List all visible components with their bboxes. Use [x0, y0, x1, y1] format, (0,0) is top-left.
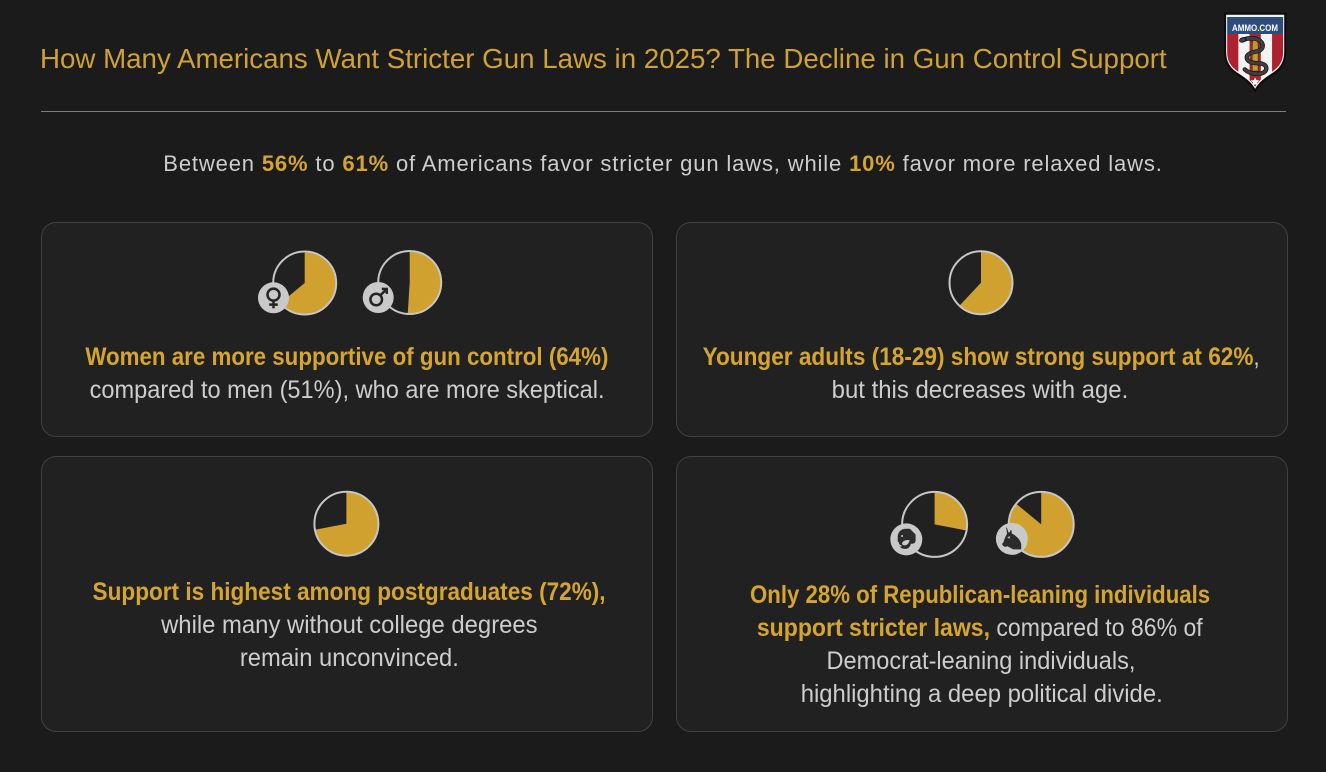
svg-text:AMMO.COM: AMMO.COM: [1232, 23, 1278, 34]
